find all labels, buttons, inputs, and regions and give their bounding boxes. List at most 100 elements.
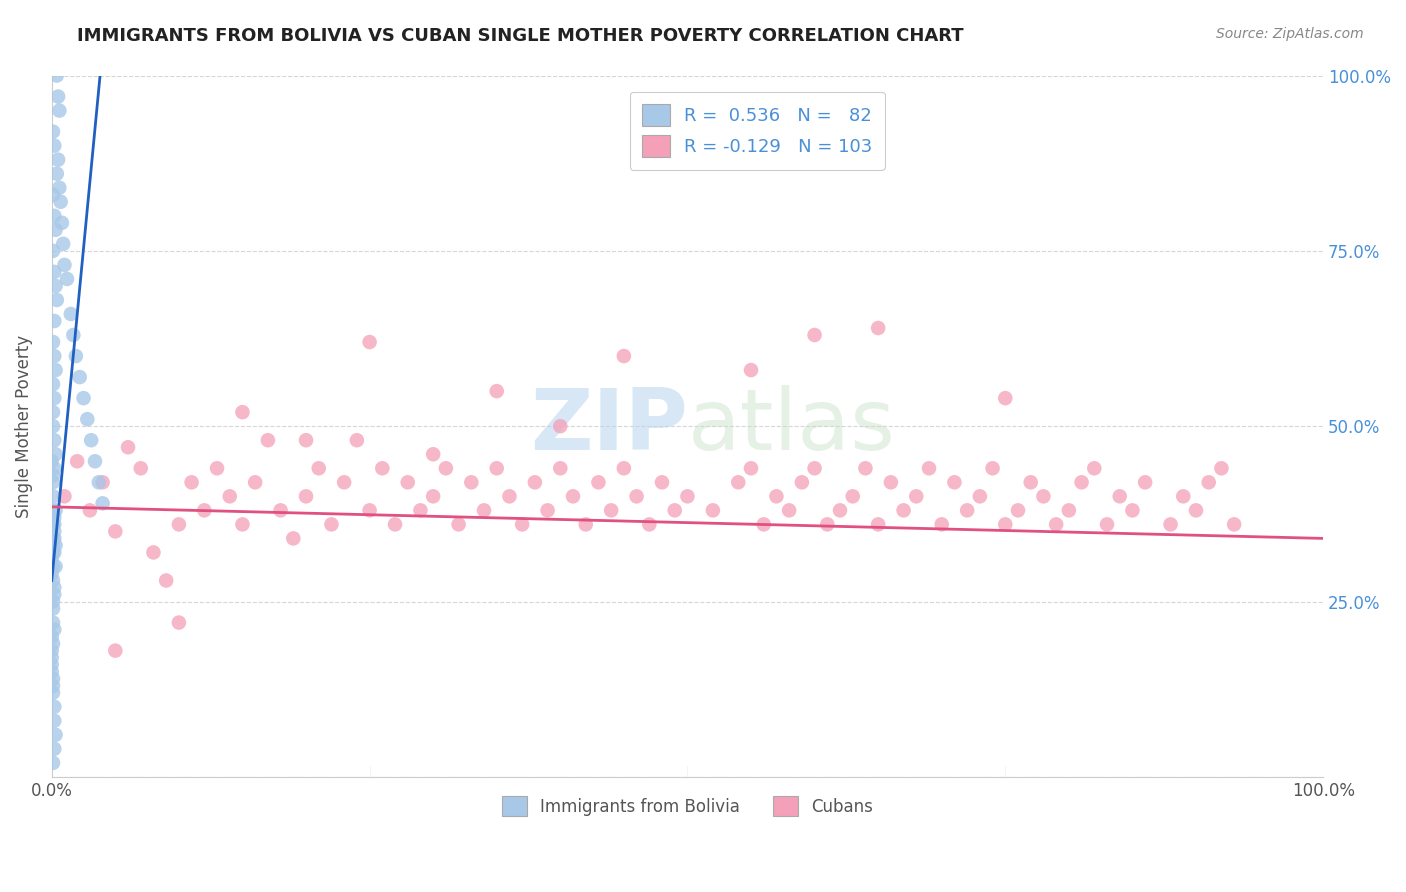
Point [42, 517, 65, 532]
Point [45, 559, 67, 574]
Point [384, 517, 406, 532]
Point [42, 601, 65, 615]
Point [422, 489, 444, 503]
Point [42, 475, 65, 490]
Point [41, 454, 63, 468]
Point [664, 503, 686, 517]
Point [41, 650, 63, 665]
Point [76, 412, 98, 426]
Point [243, 475, 266, 490]
Y-axis label: Single Mother Poverty: Single Mother Poverty [15, 334, 32, 517]
Point [42, 125, 65, 139]
Point [308, 461, 330, 475]
Point [1019, 475, 1042, 490]
Point [727, 475, 749, 490]
Point [472, 503, 495, 517]
Point [498, 489, 520, 503]
Point [44, 461, 66, 475]
Point [359, 503, 381, 517]
Point [142, 545, 165, 559]
Point [42, 187, 65, 202]
Point [855, 461, 877, 475]
Point [44, 532, 66, 546]
Point [638, 517, 661, 532]
Point [257, 434, 280, 448]
Point [46, 89, 69, 103]
Point [91, 475, 114, 490]
Point [44, 265, 66, 279]
Point [550, 419, 572, 434]
Point [84, 454, 107, 468]
Point [41, 566, 63, 581]
Point [45, 728, 67, 742]
Point [69, 370, 91, 384]
Point [346, 434, 368, 448]
Point [752, 517, 775, 532]
Point [981, 461, 1004, 475]
Point [270, 503, 292, 517]
Point [295, 489, 318, 503]
Point [931, 517, 953, 532]
Point [42, 574, 65, 588]
Point [42, 615, 65, 630]
Point [66, 454, 89, 468]
Point [80, 434, 103, 448]
Point [45, 503, 67, 517]
Point [740, 363, 762, 377]
Point [447, 517, 470, 532]
Point [41, 657, 63, 672]
Point [53, 258, 76, 272]
Point [1045, 517, 1067, 532]
Point [42, 419, 65, 434]
Point [588, 475, 610, 490]
Point [485, 461, 508, 475]
Point [46, 153, 69, 167]
Point [231, 405, 253, 419]
Point [536, 503, 558, 517]
Point [44, 524, 66, 539]
Point [422, 447, 444, 461]
Point [803, 328, 825, 343]
Point [1160, 517, 1182, 532]
Point [44, 138, 66, 153]
Point [828, 503, 851, 517]
Point [841, 489, 863, 503]
Point [45, 167, 67, 181]
Point [42, 538, 65, 552]
Point [91, 496, 114, 510]
Point [42, 489, 65, 503]
Point [295, 434, 318, 448]
Point [44, 209, 66, 223]
Point [371, 461, 394, 475]
Point [155, 574, 177, 588]
Point [778, 503, 800, 517]
Point [48, 103, 70, 118]
Point [740, 461, 762, 475]
Point [1121, 503, 1143, 517]
Point [702, 503, 724, 517]
Point [59, 307, 82, 321]
Point [42, 468, 65, 483]
Point [56, 272, 79, 286]
Point [44, 391, 66, 405]
Point [44, 545, 66, 559]
Point [434, 461, 457, 475]
Point [550, 461, 572, 475]
Point [42, 756, 65, 770]
Point [994, 391, 1017, 405]
Point [117, 440, 139, 454]
Point [45, 363, 67, 377]
Point [575, 517, 598, 532]
Point [613, 461, 636, 475]
Point [409, 503, 432, 517]
Point [651, 475, 673, 490]
Point [283, 532, 305, 546]
Point [42, 637, 65, 651]
Point [44, 714, 66, 728]
Point [218, 489, 240, 503]
Point [42, 377, 65, 392]
Point [1133, 475, 1156, 490]
Point [1057, 503, 1080, 517]
Point [1211, 461, 1233, 475]
Point [893, 503, 915, 517]
